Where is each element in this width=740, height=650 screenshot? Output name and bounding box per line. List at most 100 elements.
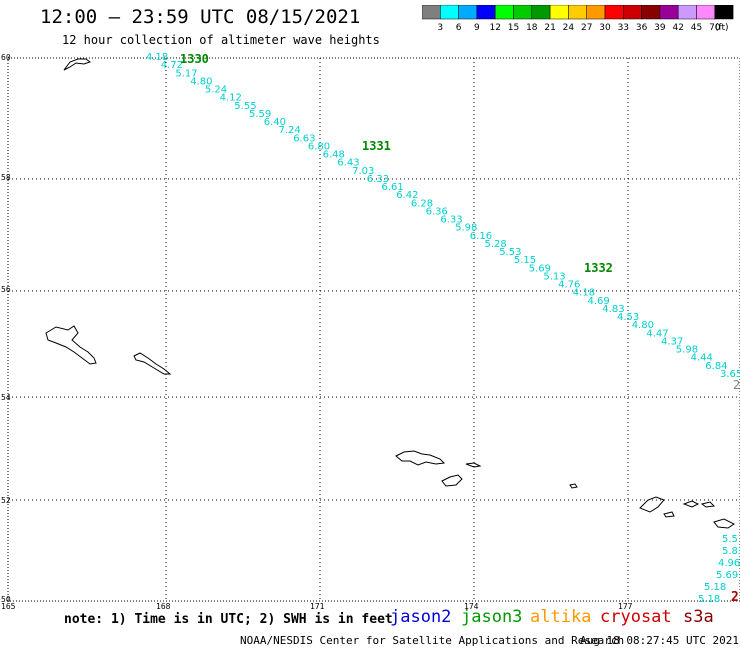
wave-height-value: 4.18 [146,52,168,63]
wave-height-value: 6.33 [440,215,462,226]
satellite-label-cryosat: cryosat [600,607,672,627]
lat-labels: 60 58 56 54 52 50 [1,53,11,604]
colorbar-tick-label: 9 [474,23,480,33]
colorbar-tick-label: 27 [581,23,592,33]
orbit-label-1332: 1332 [584,261,613,275]
wave-height-value: 4.18 [573,288,595,299]
wave-height-value: 4.83 [602,304,624,315]
wave-height-value: 6.48 [323,150,345,161]
lat-label-52: 52 [1,496,11,505]
colorbar-legend: 3 6 9 12 15 18 21 24 27 30 33 36 39 42 45 70(ft) [422,5,734,33]
lon-label-168: 168 [156,602,171,611]
satellite-label-altika: altika [530,607,592,627]
map-frame [7,57,740,602]
lon-label-171: 171 [310,602,325,611]
island-attu [395,450,446,466]
colorbar-tick-label: 21 [544,23,555,33]
wave-height-value: 5.69 [529,263,551,274]
wave-height-value: 6.36 [426,206,448,217]
island-kiska [639,496,665,513]
wave-height-value: 6.84 [705,361,727,372]
orbit-labels: 1330 1331 1332 [180,52,613,275]
wave-height-value: 5.98 [676,345,698,356]
credit-timestamp: Aug 18 08:27:45 UTC 2021 [580,634,739,647]
orbit-label-1330: 1330 [180,52,209,66]
wave-height-value: 4.37 [661,337,683,348]
map-title: 12:00 – 23:59 UTC 08/15/2021 [40,6,361,28]
lat-label-50: 50 [1,595,11,604]
lat-label-60: 60 [1,53,11,62]
wave-height-value: 5.17 [175,68,197,79]
wave-height-value: 6.43 [337,158,359,169]
wave-height-value: 6.80 [308,141,330,152]
wave-height-value: 5.24 [205,85,227,96]
wave-height-value: 5.55 [234,101,256,112]
lat-label-58: 58 [1,173,11,182]
wave-height-value: 4.47 [646,328,668,339]
wave-height-value: 6.16 [470,231,492,242]
colorbar-tick-label: 45 [691,23,702,33]
lat-label-56: 56 [1,285,11,294]
wave-height-value: 7.03 [352,166,374,177]
wave-height-value: 4.12 [220,93,242,104]
map-subtitle: 12 hour collection of altimeter wave hei… [62,33,380,47]
colorbar-tick-label: 33 [618,23,629,33]
colorbar-tick-label: 24 [563,23,575,33]
satellite-track-edge: 5.55.834.965.695.185.18 [698,534,740,605]
wave-height-value: 7.24 [279,125,301,136]
colorbar-tick-label: 6 [456,23,462,33]
lat-label-54: 54 [1,393,11,402]
wave-height-value: 4.69 [588,296,610,307]
footer-note: note: 1) Time is in UTC; 2) SWH is in fe… [64,612,393,627]
wave-height-value: 4.53 [617,312,639,323]
coastlines [45,58,735,529]
wave-height-value: 5.53 [499,247,521,258]
wave-height-value: 4.80 [190,76,212,87]
lon-label-174: 174 [464,602,479,611]
satellite-label-jason2: jason2 [390,607,452,627]
island-bering [45,325,97,365]
colorbar-tick-label: 18 [526,23,538,33]
wave-height-value: 4.96 [718,558,740,569]
wave-height-value: 6.61 [382,182,404,193]
wave-height-value: 5.5 [722,534,738,545]
island-semichi [465,462,482,468]
satellite-track-main: 4.184.725.174.805.244.125.555.596.407.24… [146,52,740,380]
colorbar-unit: (ft) [715,23,729,33]
wave-height-value: 4.44 [691,353,713,364]
wave-height-value: 4.76 [558,280,580,291]
wave-height-value: 5.69 [716,570,738,581]
island-amchitka [663,511,675,518]
wave-height-value: 5.83 [722,546,740,557]
colorbar-swatch [714,5,734,20]
wave-height-value: 5.18 [698,594,720,605]
island-rat [713,518,735,529]
wave-height-value: 6.42 [396,190,418,201]
island-medny [133,352,172,375]
coastline-kamchatka-tip [63,58,92,71]
wave-height-value: 5.98 [455,223,477,234]
island-segula [700,501,716,508]
lon-label-165: 165 [1,602,16,611]
colorbar-tick-label: 12 [489,23,500,33]
orbit-label-1331: 1331 [362,139,391,153]
wave-height-value: 6.40 [264,117,286,128]
colorbar-tick-label: 30 [599,23,611,33]
island-buldir [569,483,578,489]
satellite-label-s3a: s3a [683,607,714,627]
edge-label-gray: 2 [733,378,740,392]
colorbar-tick-label: 39 [654,23,666,33]
colorbar-tick-label: 3 [437,23,443,33]
credit-text: NOAA/NESDIS Center for Satellite Applica… [240,634,625,647]
colorbar-tick-label: 70 [709,23,721,33]
colorbar-tick-label: 42 [672,23,683,33]
grid-lines [8,58,740,601]
lon-labels: 165 168 171 174 177 [1,602,633,611]
wave-height-value: 6.28 [411,198,433,209]
wave-height-value: 3.65 [720,369,740,380]
wave-height-value: 6.63 [293,133,315,144]
colorbar-tick-label: 15 [508,23,519,33]
island-agattu [441,474,463,487]
wave-height-value: 5.18 [704,582,726,593]
edge-label-red: 2 [731,590,739,605]
